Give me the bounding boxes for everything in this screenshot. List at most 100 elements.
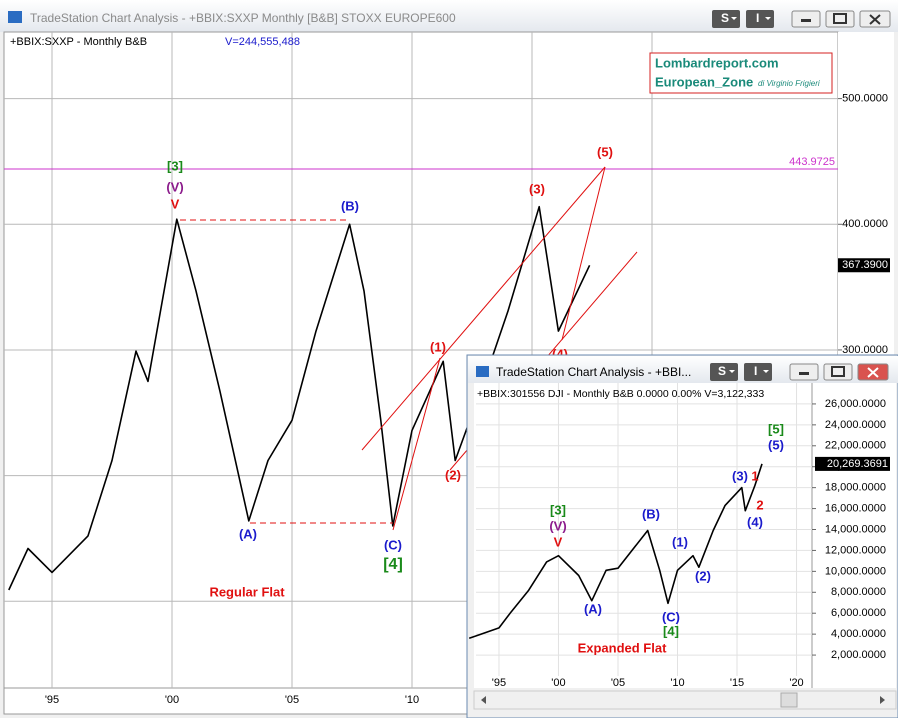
maximize-glyph	[833, 13, 847, 24]
y-tick-label: 18,000.0000	[825, 482, 886, 494]
y-tick-label: 22,000.0000	[825, 440, 886, 452]
x-tick-label: '10	[670, 677, 684, 689]
close-glyph	[867, 367, 879, 378]
last-price-box	[838, 258, 890, 273]
app-icon	[476, 366, 489, 377]
wave-label: Regular Flat	[209, 584, 285, 599]
wave-label: 2	[756, 497, 763, 512]
y-tick-label: 16,000.0000	[825, 502, 886, 514]
wave-label: (2)	[695, 568, 711, 583]
i-button[interactable]	[744, 363, 772, 381]
minimize-glyph	[801, 19, 811, 22]
dropdown-arrow	[729, 370, 735, 373]
x-tick-label: '20	[789, 677, 803, 689]
wave-label: [3]	[167, 158, 183, 173]
y-tick-label: 12,000.0000	[825, 544, 886, 556]
close-glyph	[869, 14, 881, 25]
dropdown-arrow	[765, 17, 771, 20]
wave-label: V	[554, 534, 563, 549]
i-button-label[interactable]: I	[754, 364, 757, 378]
window-title: TradeStation Chart Analysis - +BBI...	[496, 365, 691, 379]
y-tick-label: 300.0000	[842, 344, 888, 356]
x-tick-label: '95	[492, 677, 506, 689]
y-tick-label: 10,000.0000	[825, 565, 886, 577]
y-tick-label: 26,000.0000	[825, 398, 886, 410]
wave-label: (V)	[166, 179, 183, 194]
wave-label: (A)	[239, 526, 257, 541]
x-tick-label: '15	[730, 677, 744, 689]
wave-label: [5]	[768, 421, 784, 436]
i-button-label[interactable]: I	[756, 11, 759, 25]
x-tick-label: '00	[165, 694, 179, 706]
wave-label: (C)	[662, 609, 680, 624]
wave-label: V	[171, 196, 180, 211]
wave-label: (5)	[768, 437, 784, 452]
s-button[interactable]	[710, 363, 738, 381]
credit-name: European_Zone	[655, 74, 753, 89]
app-icon	[8, 11, 22, 23]
level-label: 443.9725	[789, 156, 835, 168]
x-tick-label: '00	[551, 677, 565, 689]
wave-label: (3)	[529, 181, 545, 196]
dropdown-arrow	[763, 370, 769, 373]
x-tick-label: '05	[611, 677, 625, 689]
wave-label: [4]	[383, 556, 403, 573]
maximize-glyph	[831, 366, 845, 377]
y-tick-label: 400.0000	[842, 218, 888, 230]
wave-label: (V)	[549, 518, 566, 533]
dropdown-arrow	[731, 17, 737, 20]
y-tick-label: 8,000.0000	[831, 586, 886, 598]
y-tick-label: 24,000.0000	[825, 419, 886, 431]
last-price-label: 20,269.3691	[827, 458, 888, 470]
plot-area	[474, 383, 896, 688]
scrollbar[interactable]	[473, 690, 897, 710]
y-tick-label: 2,000.0000	[831, 649, 886, 661]
s-button-label[interactable]: S	[721, 11, 729, 25]
wave-label: [3]	[550, 502, 566, 517]
s-button-label[interactable]: S	[718, 364, 726, 378]
inset-window: TradeStation Chart Analysis - +BBI... S …	[466, 354, 898, 718]
x-tick-label: '95	[45, 694, 59, 706]
scroll-thumb[interactable]	[780, 692, 798, 708]
chart-header: +BBIX:SXXP - Monthly B&B	[10, 36, 147, 48]
y-tick-label: 6,000.0000	[831, 607, 886, 619]
wave-label: [4]	[663, 623, 679, 638]
minimize-glyph	[799, 372, 809, 375]
annotations: [3](V)V (B) (A) (C)[4] (1) (2) (3) (4) 1 2 [5](5) E…	[549, 421, 784, 655]
wave-label: 1	[751, 468, 758, 483]
x-tick-label: '05	[285, 694, 299, 706]
wave-label: (1)	[430, 339, 446, 354]
wave-label: (1)	[672, 534, 688, 549]
wave-label: (A)	[584, 601, 602, 616]
y-tick-label: 500.0000	[842, 93, 888, 105]
chart-header: +BBIX:301556 DJI - Monthly B&B 0.0000 0.…	[477, 388, 764, 400]
wave-line	[392, 357, 441, 531]
last-price-label: 367.3900	[842, 259, 888, 271]
wave-label: (B)	[642, 506, 660, 521]
wave-label: Expanded Flat	[578, 640, 668, 655]
window-title: TradeStation Chart Analysis - +BBIX:SXXP…	[30, 11, 456, 25]
volume-label: V=244,555,488	[225, 36, 300, 48]
credit-author: di Virginio Frigieri	[758, 79, 820, 88]
y-tick-label: 14,000.0000	[825, 523, 886, 535]
y-tick-label: 4,000.0000	[831, 628, 886, 640]
s-button[interactable]	[712, 10, 740, 28]
i-button[interactable]	[746, 10, 774, 28]
last-price-box	[815, 456, 890, 471]
wave-label: (B)	[341, 198, 359, 213]
credit-box	[649, 52, 833, 94]
wave-label: (5)	[597, 144, 613, 159]
credit-site: Lombardreport.com	[655, 55, 779, 70]
price-line	[468, 463, 763, 640]
x-tick-label: '10	[405, 694, 419, 706]
wave-label: (2)	[445, 467, 461, 482]
wave-label: (4)	[747, 514, 763, 529]
grid: 2,000.0000 4,000.0000 6,000.0000 8,000.0000…	[476, 383, 886, 689]
annotations: [3](V)V (B)(A)(C)[4](1)(2)(3)(4)(5)Regula…	[166, 144, 613, 599]
channel-line	[361, 166, 606, 451]
wave-line	[561, 166, 606, 341]
series: 20,269.3691	[468, 456, 890, 640]
wave-label: (3)	[732, 468, 748, 483]
